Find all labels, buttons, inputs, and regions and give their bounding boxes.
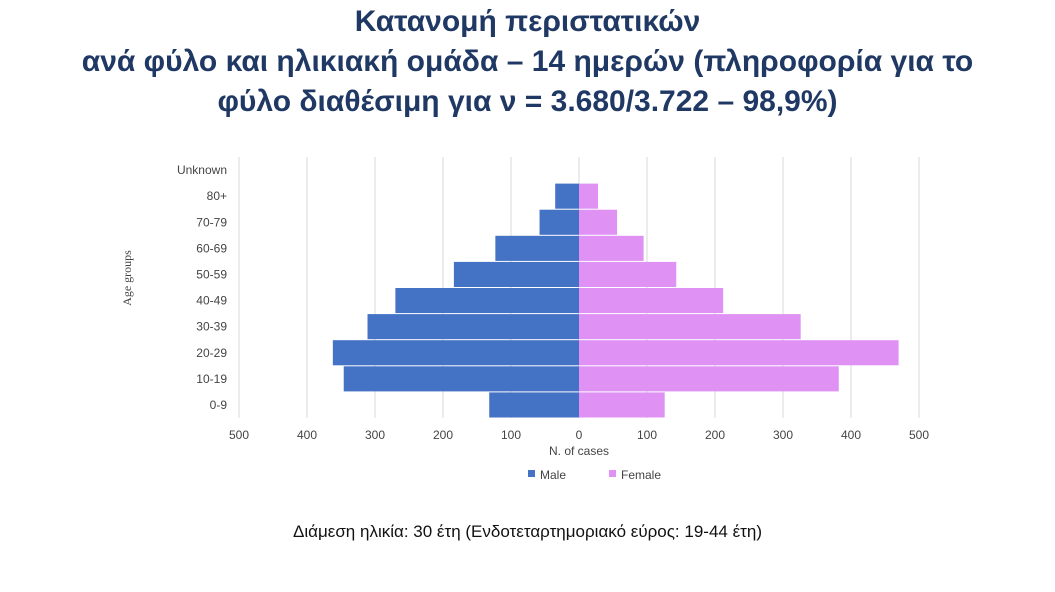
legend-swatch-female [609, 470, 616, 477]
bar-male-80+ [555, 183, 579, 209]
y-tick-label: 10-19 [196, 372, 227, 386]
y-tick-label: Unknown [177, 163, 227, 177]
bar-female-40-49 [579, 288, 724, 314]
bar-male-20-29 [332, 340, 579, 366]
bar-female-30-39 [579, 314, 801, 340]
x-tick-label: 0 [576, 428, 583, 442]
y-tick-label: 70-79 [196, 215, 227, 229]
x-tick-label: 300 [365, 428, 385, 442]
x-tick-labels: 500 400 300 200 100 0 100 200 300 400 500 [229, 428, 929, 442]
legend-swatch-male [528, 470, 535, 477]
x-tick-label: 100 [501, 428, 521, 442]
y-tick-label: 80+ [207, 189, 227, 203]
y-tick-label: 50-59 [196, 267, 227, 281]
y-tick-label: 60-69 [196, 241, 227, 255]
bar-female-80+ [579, 183, 599, 209]
x-tick-label: 400 [841, 428, 861, 442]
legend-label-male: Male [540, 468, 566, 482]
y-axis-label: Age groups [120, 250, 134, 306]
bar-female-50-59 [579, 261, 677, 287]
x-tick-label: 200 [433, 428, 453, 442]
x-tick-label: 200 [705, 428, 725, 442]
bar-male-70-79 [539, 209, 579, 235]
y-tick-label: 40-49 [196, 294, 227, 308]
bar-male-10-19 [343, 366, 579, 392]
y-tick-labels: 0-9 10-19 20-29 30-39 40-49 50-59 60-69 70-79 80… [177, 163, 227, 412]
x-tick-label: 100 [637, 428, 657, 442]
y-tick-label: 0-9 [210, 398, 228, 412]
legend-label-female: Female [621, 468, 661, 482]
x-tick-label: 500 [229, 428, 249, 442]
median-age-note: Διάμεση ηλικία: 30 έτη (Ενδοτεταρτημορια… [292, 522, 762, 541]
legend: Male Female [528, 468, 661, 482]
x-tick-label: 500 [909, 428, 929, 442]
y-tick-label: 30-39 [196, 320, 227, 334]
title-line-2: ανά φύλο και ηλικιακή ομάδα – 14 ημερών … [81, 45, 974, 78]
bar-female-20-29 [579, 340, 899, 366]
bar-male-50-59 [453, 261, 579, 287]
bar-male-60-69 [495, 235, 579, 261]
bar-male-40-49 [395, 288, 579, 314]
x-tick-label: 400 [297, 428, 317, 442]
bar-female-70-79 [579, 209, 618, 235]
bar-female-0-9 [579, 392, 665, 418]
bar-female-10-19 [579, 366, 839, 392]
bar-male-0-9 [489, 392, 579, 418]
title-line-1: Κατανομή περιστατικών [354, 5, 701, 38]
bars [332, 183, 899, 418]
chart-title: Κατανομή περιστατικών ανά φύλο και ηλικι… [0, 2, 1055, 122]
population-pyramid-chart: 0-9 10-19 20-29 30-39 40-49 50-59 60-69 70-79 80… [120, 157, 929, 482]
title-line-3: φύλο διαθέσιμη για ν = 3.680/3.722 – 98,… [217, 85, 838, 118]
bar-male-30-39 [367, 314, 579, 340]
y-tick-label: 20-29 [196, 346, 227, 360]
bar-female-60-69 [579, 235, 644, 261]
x-axis-label: N. of cases [549, 444, 609, 458]
x-tick-label: 300 [773, 428, 793, 442]
